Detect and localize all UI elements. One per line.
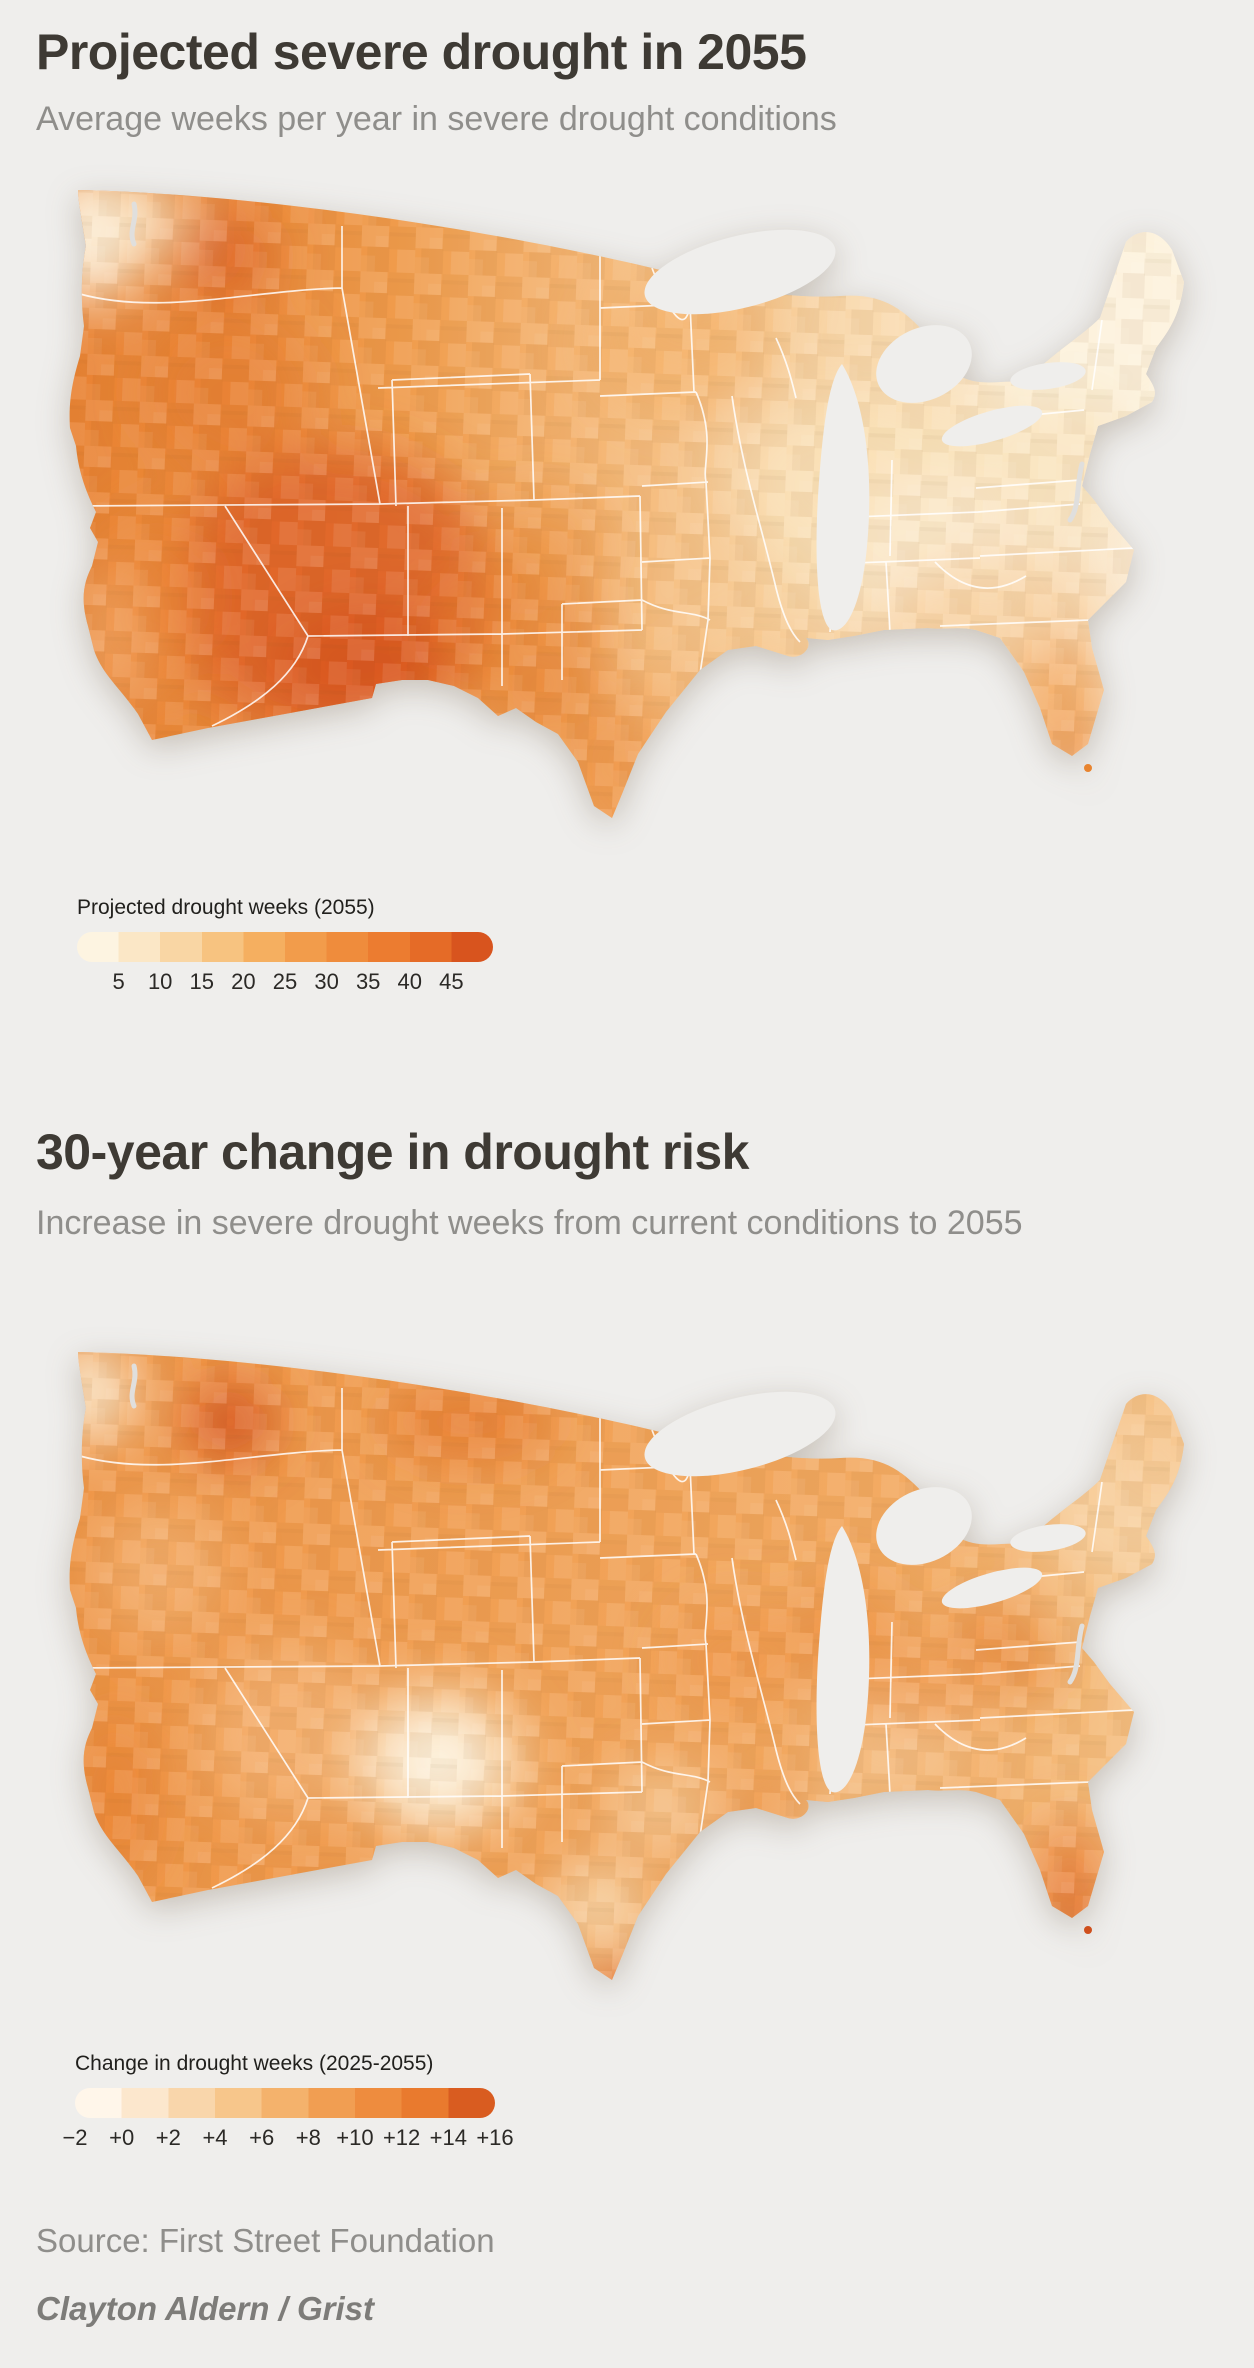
tick-label: 40 [397,969,423,994]
tick-label: +16 [476,2125,514,2150]
source-credit: Source: First Street Foundation [36,2222,495,2259]
tick-label: 10 [147,969,173,994]
tick-label: +8 [295,2125,321,2150]
tick-label: +12 [382,2125,421,2150]
legend-2055-title: Projected drought weeks (2055) [77,896,375,919]
tick-label: 15 [189,969,215,994]
us-choropleth-map-2055 [69,190,1185,818]
map-2055-container [40,168,1215,958]
legend-change-title: Change in drought weeks (2025-2055) [75,2052,434,2075]
section1-title: Projected severe drought in 2055 [36,24,807,80]
tick-label: 20 [231,969,256,994]
tick-label: 30 [314,969,339,994]
legend-2055-colorbar [77,932,493,962]
section2-subtitle: Increase in severe drought weeks from cu… [36,1204,1023,1242]
tick-label: +14 [429,2125,467,2150]
legend-change-colorbar [75,2088,495,2118]
tick-label: 25 [272,969,298,994]
legend-change: Change in drought weeks (2025-2055) −2 +… [62,2052,521,2151]
tick-label: +6 [249,2125,275,2150]
tick-label: +4 [202,2125,228,2150]
section1-subtitle: Average weeks per year in severe drought… [36,100,837,138]
tick-label: 45 [439,969,464,994]
tick-label: 5 [112,969,125,994]
legend-2055-ticks: 5 10 15 20 25 30 35 40 45 [77,969,493,995]
tick-label: +0 [109,2125,135,2150]
legend-2055: Projected drought weeks (2055) 5 10 15 2… [77,896,523,995]
tick-label: 35 [355,969,381,994]
author-byline: Clayton Aldern / Grist [36,2290,374,2327]
map-change-container [40,1330,1215,2120]
section2-title: 30-year change in drought risk [36,1124,749,1180]
tick-label: −2 [62,2125,88,2150]
legend-change-ticks: −2 +0 +2 +4 +6 +8 +10 +12 +14 +16 [62,2125,513,2151]
tick-label: +10 [336,2125,374,2150]
us-choropleth-map-change [69,1352,1185,1980]
tick-label: +2 [155,2125,181,2150]
